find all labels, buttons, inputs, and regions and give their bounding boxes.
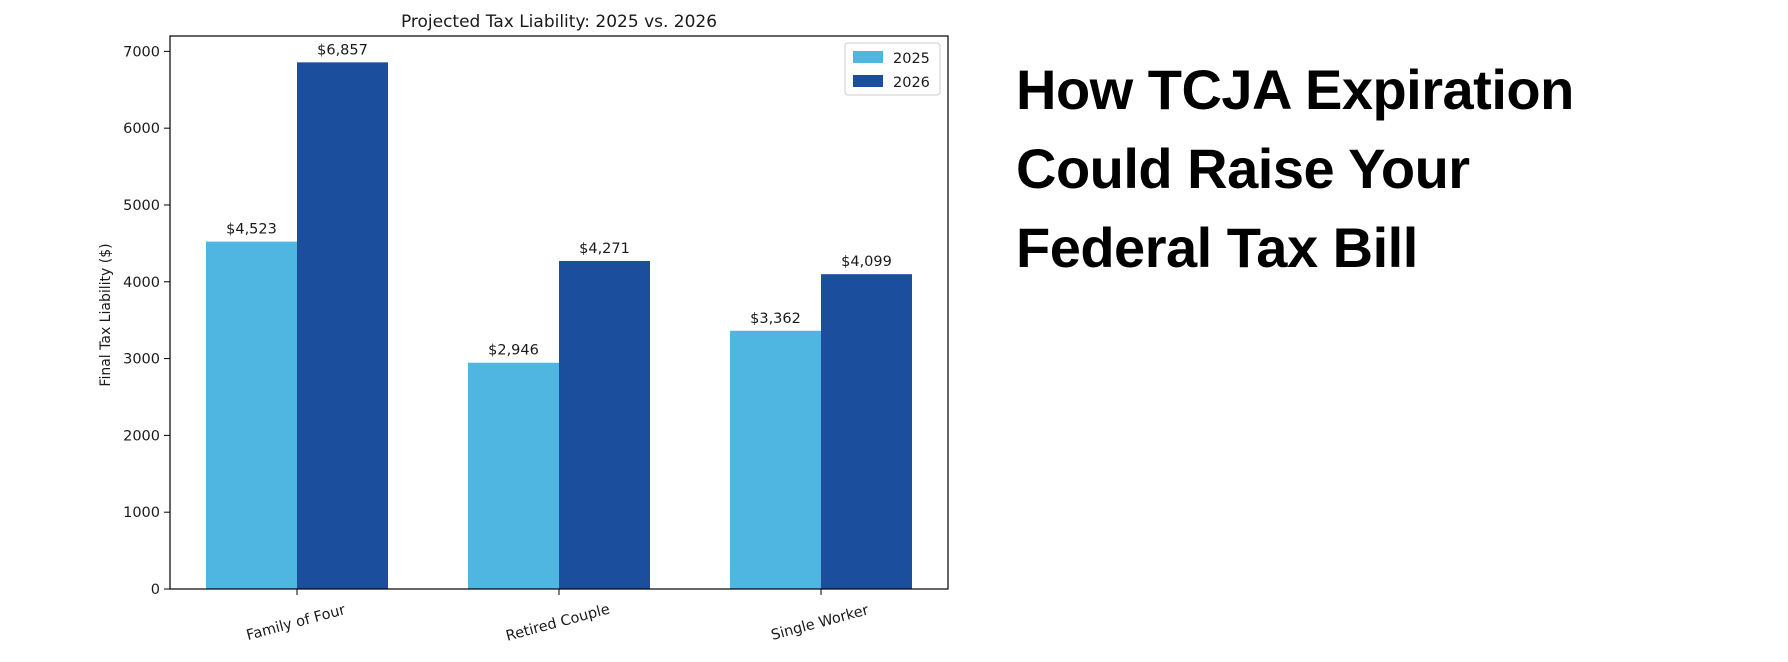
x-tick-label: Retired Couple <box>504 602 611 645</box>
y-tick-label: 3000 <box>123 352 160 368</box>
legend-label-2025: 2025 <box>893 51 930 67</box>
bar-value-label: $2,946 <box>488 343 539 359</box>
bar-value-label: $4,099 <box>841 254 892 270</box>
bar-2025-1 <box>206 241 297 590</box>
bar-2026-3 <box>821 274 912 589</box>
y-tick-label: 6000 <box>123 121 160 137</box>
legend-swatch-2026 <box>853 75 883 87</box>
bar-2026-2 <box>559 260 650 589</box>
headline: How TCJA Expiration Could Raise Your Fed… <box>1016 50 1756 287</box>
bar-value-label: $3,362 <box>750 311 801 327</box>
y-axis-label: Final Tax Liability ($) <box>98 243 114 386</box>
chart-title: Projected Tax Liability: 2025 vs. 2026 <box>401 12 717 32</box>
legend-label-2026: 2026 <box>893 75 930 91</box>
x-tick-label: Single Worker <box>769 602 870 643</box>
y-tick-label: 2000 <box>123 428 160 444</box>
y-tick-label: 0 <box>151 582 160 598</box>
headline-line-3: Federal Tax Bill <box>1016 216 1418 279</box>
bar-value-label: $4,523 <box>226 222 277 238</box>
bar-2025-3 <box>730 330 821 589</box>
headline-line-2: Could Raise Your <box>1016 137 1470 200</box>
legend-swatch-2025 <box>853 51 883 63</box>
y-tick-label: 1000 <box>123 505 160 521</box>
y-tick-label: 4000 <box>123 275 160 291</box>
y-tick-label: 7000 <box>123 44 160 60</box>
bar-value-label: $6,857 <box>317 42 368 58</box>
bar-2025-2 <box>468 362 559 589</box>
y-tick-label: 5000 <box>123 198 160 214</box>
bar-2026-1 <box>297 62 388 590</box>
bar-value-label: $4,271 <box>579 241 630 257</box>
headline-line-1: How TCJA Expiration <box>1016 58 1574 121</box>
x-tick-label: Family of Four <box>245 602 347 644</box>
